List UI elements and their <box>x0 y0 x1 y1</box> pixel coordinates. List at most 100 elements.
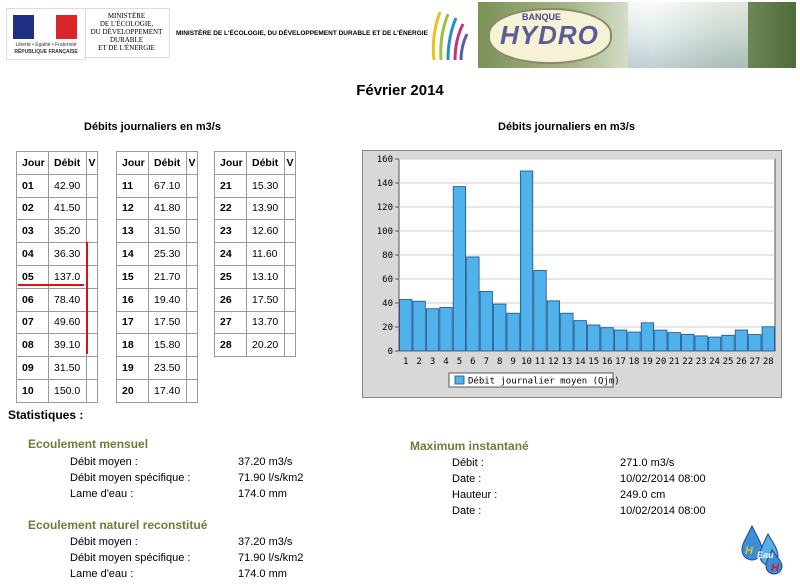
y-tick-label: 0 <box>388 347 393 357</box>
ministry-line: DE L'ÉCOLOGIE, <box>99 20 154 28</box>
flow-chart: 0 20 40 60 80 100 120 140 160 1 2 3 4 5 6 7 8 9 10 11 12 13 14… <box>362 150 782 398</box>
x-tick-label: 28 <box>763 357 774 367</box>
x-tick-label: 24 <box>709 357 720 367</box>
day-cell: 14 <box>116 242 149 266</box>
validity-cell <box>86 310 98 335</box>
rf-name: RÉPUBLIQUE FRANÇAISE <box>14 49 78 55</box>
table-row: 09 31.50 <box>16 356 98 380</box>
natural-flow-title: Ecoulement naturel reconstitué <box>28 518 208 532</box>
red-marker-horizontal <box>18 284 84 286</box>
republique-francaise-logo: Liberté • Égalité • Fraternité RÉPUBLIQU… <box>6 8 86 60</box>
y-tick-label: 60 <box>382 275 393 285</box>
x-tick-label: 27 <box>749 357 760 367</box>
x-tick-label: 13 <box>561 357 572 367</box>
x-tick-label: 23 <box>696 357 707 367</box>
flow-cell: 36.30 <box>48 242 87 266</box>
day-cell: 26 <box>214 287 247 312</box>
day-cell: 13 <box>116 219 149 244</box>
bar-day-13 <box>560 312 574 352</box>
y-tick-label: 20 <box>382 323 393 333</box>
day-cell: 25 <box>214 264 247 289</box>
bar-day-26 <box>734 329 749 352</box>
col-header-flow: Débit <box>148 151 187 175</box>
bar-day-7 <box>479 291 493 352</box>
validity-cell <box>186 356 198 380</box>
stat-label: Débit : <box>452 457 484 469</box>
flow-cell: 49.60 <box>48 310 87 335</box>
table-row: 27 13.70 <box>214 310 296 335</box>
table-row: 22 13.90 <box>214 196 296 221</box>
validity-cell <box>86 333 98 358</box>
stat-label: Débit moyen : <box>70 536 138 548</box>
bar-day-8 <box>493 303 507 352</box>
table-row: 20 17.40 <box>116 378 198 403</box>
banner-banque-text: BANQUE <box>522 12 562 22</box>
validity-cell <box>86 219 98 244</box>
rf-motto: Liberté • Égalité • Fraternité <box>15 42 77 48</box>
day-cell: 08 <box>16 333 49 358</box>
legend-swatch <box>454 375 465 385</box>
day-cell: 09 <box>16 356 49 380</box>
x-tick-label: 3 <box>430 357 435 367</box>
bar-day-28 <box>761 326 775 352</box>
table-row: 25 13.10 <box>214 264 296 289</box>
chart-section-title: Débits journaliers en m3/s <box>498 121 635 133</box>
bar-day-18 <box>627 331 641 352</box>
stat-value: 37.20 m3/s <box>238 536 293 548</box>
flow-cell: 31.50 <box>148 219 187 244</box>
validity-cell <box>284 264 296 289</box>
stat-label: Débit moyen spécifique : <box>70 552 191 564</box>
col-header-day: Jour <box>116 151 149 175</box>
table-row: 06 78.40 <box>16 287 98 312</box>
red-marker-vertical <box>86 242 88 354</box>
y-tick-label: 100 <box>377 227 393 237</box>
table-row: 28 20.20 <box>214 333 296 358</box>
bar-day-23 <box>694 335 708 352</box>
bar-day-11 <box>533 270 547 352</box>
hydro-bars-icon <box>431 11 468 61</box>
col-header-v: V <box>86 151 98 175</box>
validity-cell <box>86 287 98 312</box>
stat-label: Date : <box>452 505 482 517</box>
x-tick-label: 9 <box>510 357 515 367</box>
y-tick-label: 140 <box>377 179 393 189</box>
bar-day-22 <box>681 333 695 352</box>
stat-label: Lame d'eau : <box>70 488 134 500</box>
day-cell: 23 <box>214 219 247 244</box>
table-row: 03 35.20 <box>16 219 98 244</box>
x-tick-label: 11 <box>535 357 546 367</box>
validity-cell <box>86 242 98 266</box>
table-row: 13 31.50 <box>116 219 198 244</box>
bar-day-3 <box>425 308 440 352</box>
day-cell: 11 <box>116 173 149 198</box>
bar-day-27 <box>748 334 762 352</box>
x-tick-label: 2 <box>416 357 421 367</box>
x-tick-label: 5 <box>457 357 462 367</box>
x-tick-label: 4 <box>443 357 448 367</box>
day-cell: 21 <box>214 173 247 198</box>
stat-value: 71.90 l/s/km2 <box>238 552 304 564</box>
x-tick-label: 15 <box>588 357 599 367</box>
x-tick-label: 20 <box>655 357 666 367</box>
validity-cell <box>284 196 296 221</box>
day-cell: 07 <box>16 310 49 335</box>
table-row: 16 19.40 <box>116 287 198 312</box>
stat-value: 271.0 m3/s <box>620 457 675 469</box>
validity-cell <box>284 287 296 312</box>
validity-cell <box>86 264 98 289</box>
table-header-row: Jour Débit V <box>16 151 98 175</box>
y-tick-label: 120 <box>377 203 393 213</box>
validity-cell <box>86 378 98 403</box>
validity-cell <box>186 219 198 244</box>
col-header-flow: Débit <box>48 151 87 175</box>
day-cell: 03 <box>16 219 49 244</box>
day-cell: 18 <box>116 333 149 358</box>
banque-hydro-banner: BANQUE HYDRO <box>478 2 796 68</box>
flag-icon <box>13 15 77 39</box>
stat-label: Lame d'eau : <box>70 568 134 580</box>
bar-day-4 <box>439 307 453 352</box>
col-header-v: V <box>284 151 296 175</box>
bar-day-9 <box>506 312 520 352</box>
monthly-flow-title: Ecoulement mensuel <box>28 437 149 451</box>
